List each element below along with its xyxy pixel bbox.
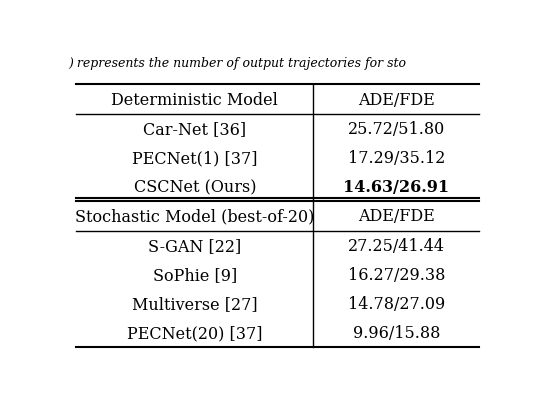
Text: ADE/FDE: ADE/FDE xyxy=(358,91,435,108)
Text: Car-Net [36]: Car-Net [36] xyxy=(143,120,247,138)
Text: Stochastic Model (best-of-20): Stochastic Model (best-of-20) xyxy=(75,208,314,225)
Text: SoPhie [9]: SoPhie [9] xyxy=(153,266,237,283)
Text: ) represents the number of output trajectories for sto: ) represents the number of output trajec… xyxy=(68,57,406,70)
Text: Deterministic Model: Deterministic Model xyxy=(111,91,278,108)
Text: 27.25/41.44: 27.25/41.44 xyxy=(348,237,445,254)
Text: 17.29/35.12: 17.29/35.12 xyxy=(348,150,445,166)
Text: 9.96/15.88: 9.96/15.88 xyxy=(353,324,440,342)
Text: S-GAN [22]: S-GAN [22] xyxy=(148,237,241,254)
Text: 14.63/26.91: 14.63/26.91 xyxy=(344,179,449,196)
Text: 16.27/29.38: 16.27/29.38 xyxy=(348,266,445,283)
Text: Multiverse [27]: Multiverse [27] xyxy=(132,296,257,312)
Text: CSCNet (Ours): CSCNet (Ours) xyxy=(133,179,256,196)
Text: 25.72/51.80: 25.72/51.80 xyxy=(348,120,445,138)
Text: PECNet(20) [37]: PECNet(20) [37] xyxy=(127,324,262,342)
Text: 14.78/27.09: 14.78/27.09 xyxy=(348,296,445,312)
Text: ADE/FDE: ADE/FDE xyxy=(358,208,435,225)
Text: PECNet(1) [37]: PECNet(1) [37] xyxy=(132,150,257,166)
